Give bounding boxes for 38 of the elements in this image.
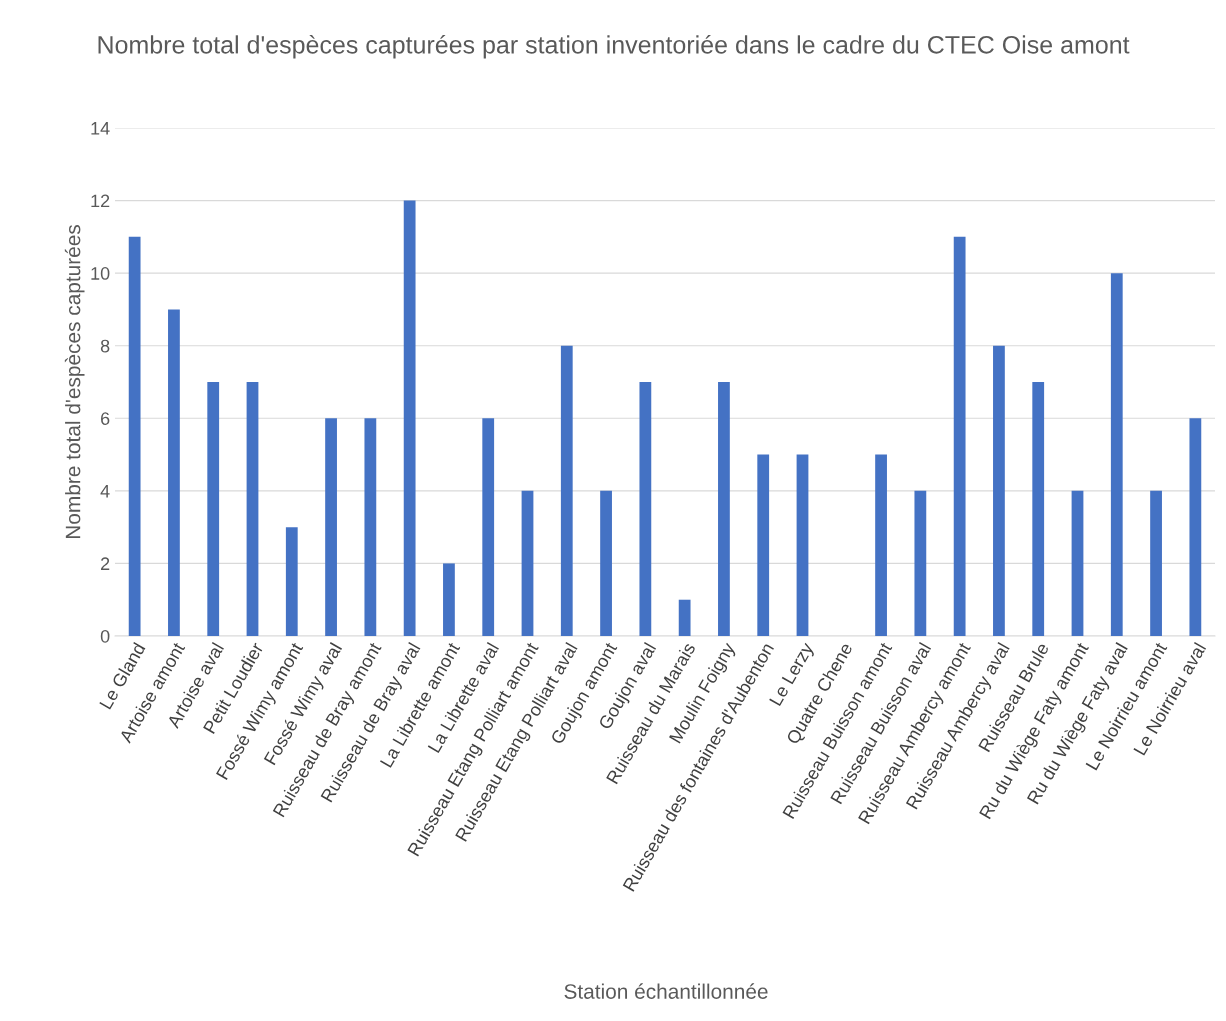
bar — [403, 200, 416, 636]
bar — [1110, 273, 1123, 636]
bar — [1189, 418, 1202, 636]
y-axis-title: Nombre total d'espèces capturées — [64, 225, 85, 539]
y-tick-label: 10 — [91, 267, 110, 280]
bar — [482, 418, 495, 636]
chart-title: Nombre total d'espèces capturées par station inventoriée dans le cadre du CTEC Oise amont — [98, 35, 1130, 59]
bar — [993, 345, 1005, 636]
y-tick-label: 8 — [100, 339, 110, 353]
bar — [718, 382, 730, 636]
bar — [875, 454, 887, 636]
y-tick-label: 12 — [91, 194, 110, 208]
y-tick-label: 6 — [101, 412, 110, 426]
bar — [168, 309, 180, 636]
bar — [207, 382, 220, 636]
y-tick-label: 14 — [91, 122, 110, 135]
bar — [364, 418, 377, 636]
bar — [757, 454, 770, 636]
x-axis-title: Station échantillonnée — [564, 983, 768, 999]
bar — [796, 454, 809, 636]
bar — [639, 382, 652, 636]
bar — [1071, 490, 1084, 636]
bar — [560, 345, 573, 636]
bar — [600, 490, 612, 636]
bar — [521, 490, 534, 636]
bar — [325, 418, 337, 636]
y-tick-label: 0 — [100, 629, 110, 643]
bar — [128, 236, 141, 636]
y-tick-label: 4 — [100, 484, 110, 498]
bar — [914, 490, 927, 636]
y-tick-label: 2 — [101, 557, 110, 570]
bar — [443, 563, 455, 636]
bar — [1150, 490, 1162, 636]
bar — [678, 599, 691, 636]
bar — [246, 382, 259, 636]
bar — [285, 527, 298, 636]
bar — [953, 236, 966, 636]
bar — [1032, 382, 1045, 636]
